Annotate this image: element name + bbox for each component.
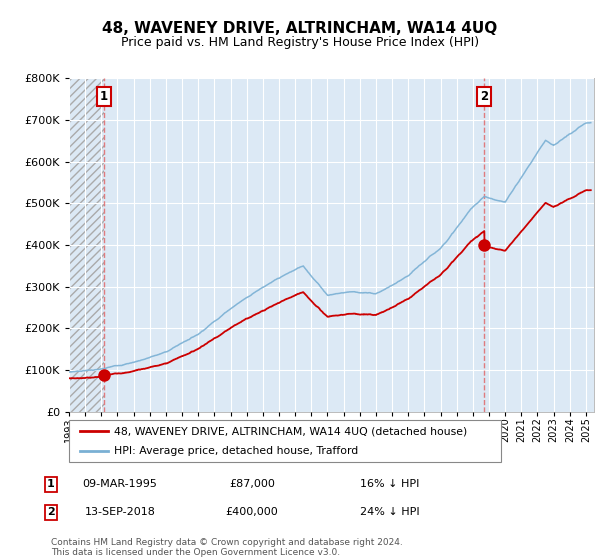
Text: Price paid vs. HM Land Registry's House Price Index (HPI): Price paid vs. HM Land Registry's House …: [121, 36, 479, 49]
Text: 09-MAR-1995: 09-MAR-1995: [83, 479, 157, 489]
Text: 48, WAVENEY DRIVE, ALTRINCHAM, WA14 4UQ: 48, WAVENEY DRIVE, ALTRINCHAM, WA14 4UQ: [103, 21, 497, 36]
Text: 1: 1: [100, 90, 108, 103]
Text: 2: 2: [47, 507, 55, 517]
Text: 24% ↓ HPI: 24% ↓ HPI: [360, 507, 420, 517]
Text: HPI: Average price, detached house, Trafford: HPI: Average price, detached house, Traf…: [115, 446, 359, 456]
Text: 1: 1: [47, 479, 55, 489]
FancyBboxPatch shape: [69, 420, 501, 462]
Text: 2: 2: [480, 90, 488, 103]
Text: Contains HM Land Registry data © Crown copyright and database right 2024.
This d: Contains HM Land Registry data © Crown c…: [51, 538, 403, 557]
Bar: [69, 78, 104, 412]
Text: £87,000: £87,000: [229, 479, 275, 489]
Text: 13-SEP-2018: 13-SEP-2018: [85, 507, 155, 517]
Text: 48, WAVENEY DRIVE, ALTRINCHAM, WA14 4UQ (detached house): 48, WAVENEY DRIVE, ALTRINCHAM, WA14 4UQ …: [115, 426, 467, 436]
Text: 16% ↓ HPI: 16% ↓ HPI: [361, 479, 419, 489]
Text: £400,000: £400,000: [226, 507, 278, 517]
